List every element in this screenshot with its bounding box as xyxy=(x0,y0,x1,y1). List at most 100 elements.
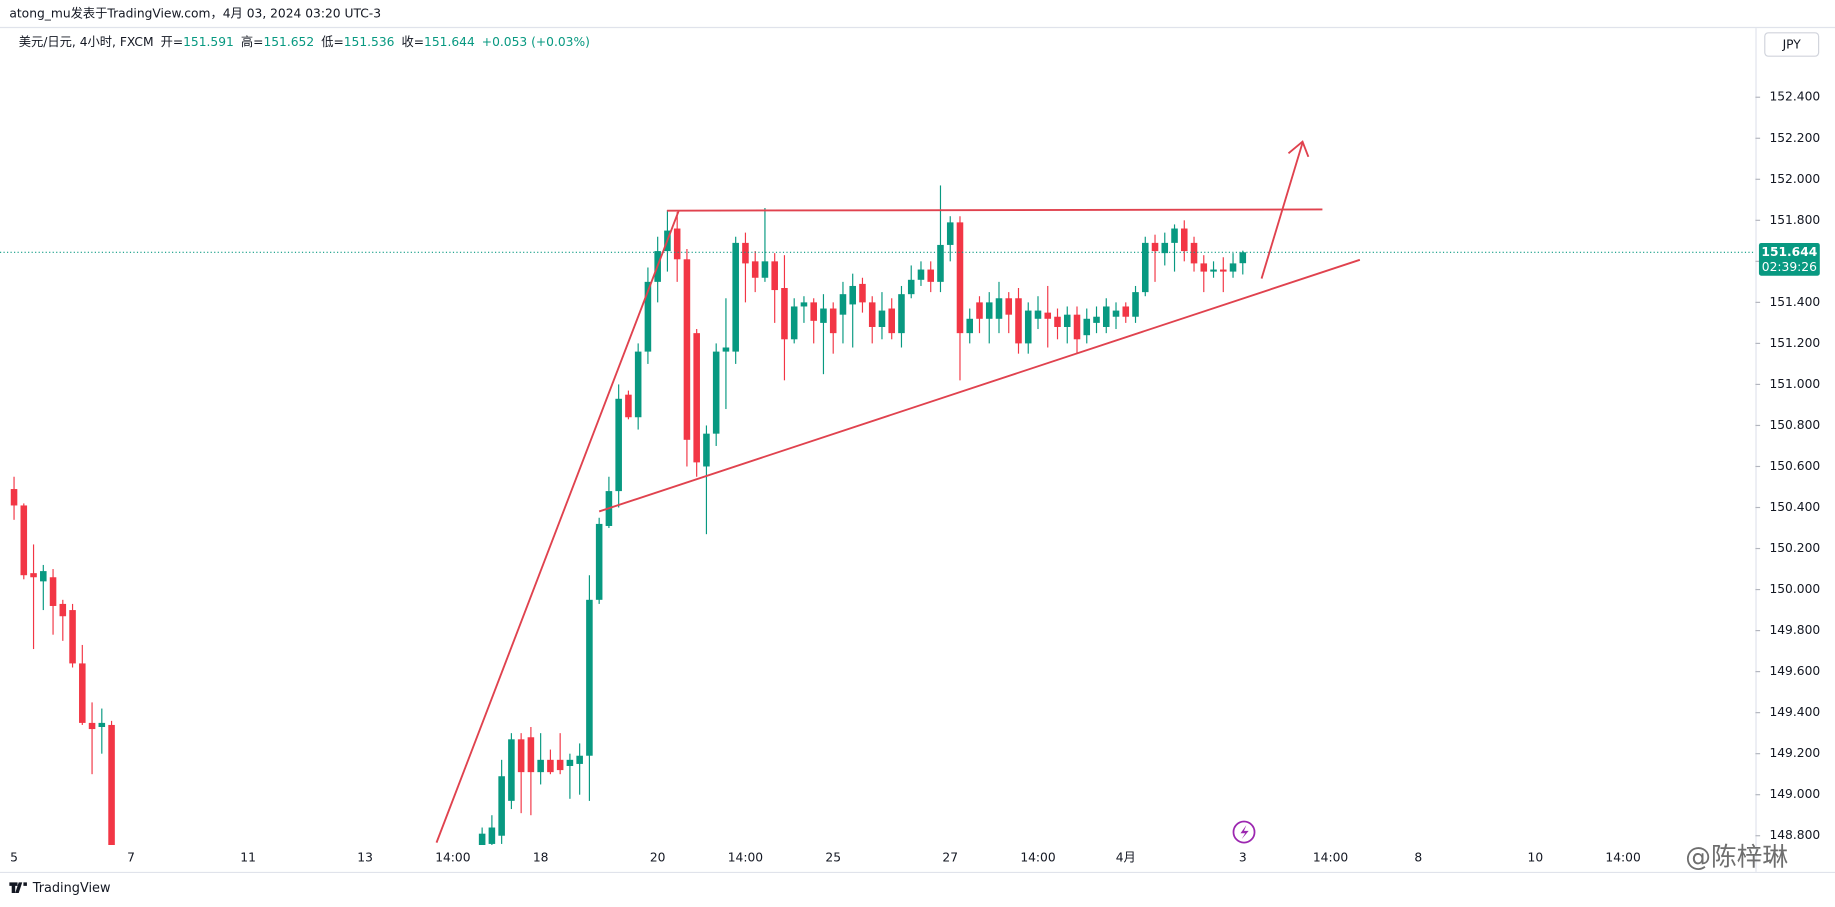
candle-body xyxy=(517,739,525,773)
candle-body xyxy=(898,294,905,334)
support-line xyxy=(598,258,1361,513)
candle-body xyxy=(1239,252,1247,264)
candle-body xyxy=(946,222,954,245)
candle-body xyxy=(917,269,925,280)
candle-body xyxy=(732,242,739,352)
y-tick-label: 150.600 xyxy=(1769,459,1820,473)
replay-icon[interactable] xyxy=(1232,820,1256,844)
y-tick-label: 150.000 xyxy=(1769,582,1820,596)
candle-body xyxy=(49,577,57,606)
x-tick-label: 7 xyxy=(127,850,135,864)
candle-body xyxy=(927,269,935,282)
candle-body xyxy=(1190,242,1198,264)
candle-body xyxy=(595,523,603,600)
legend-label: 开= xyxy=(161,35,184,49)
candle-body xyxy=(1034,310,1042,319)
candle-body xyxy=(995,298,1003,319)
candle-body xyxy=(488,827,496,844)
x-tick-label: 14:00 xyxy=(1605,850,1640,864)
x-tick-label: 27 xyxy=(942,850,958,864)
y-tick-label: 149.800 xyxy=(1769,623,1820,637)
candle-body xyxy=(1122,306,1130,317)
candle-body xyxy=(976,302,983,319)
byline: atong_mu发表于TradingView.com，4月 03, 2024 0… xyxy=(9,6,381,21)
legend-value: 151.652 xyxy=(263,35,314,49)
countdown: 02:39:26 xyxy=(1762,260,1817,274)
candle-body xyxy=(790,306,798,340)
candle-body xyxy=(888,308,895,334)
x-tick-label: 25 xyxy=(825,850,841,864)
y-tick-label: 151.200 xyxy=(1769,336,1820,350)
drawings xyxy=(435,140,1361,843)
y-tick-label: 152.000 xyxy=(1769,172,1820,186)
legend-change: +0.053 (+0.03%) xyxy=(482,35,590,49)
candle-body xyxy=(586,599,593,756)
candle-body xyxy=(1161,242,1169,254)
x-tick-label: 18 xyxy=(533,850,549,864)
candle-body xyxy=(615,398,622,492)
candle-body xyxy=(108,724,115,845)
candle-body xyxy=(829,308,837,334)
candle-body xyxy=(1220,269,1227,272)
candle-body xyxy=(1229,263,1237,272)
candle-body xyxy=(693,333,700,463)
candle-body xyxy=(985,302,993,319)
candle-body xyxy=(498,776,505,836)
candle-body xyxy=(98,722,106,728)
candle-body xyxy=(547,759,554,773)
x-tick-label: 4月 xyxy=(1116,850,1136,864)
candle-body xyxy=(625,394,632,418)
candle-body xyxy=(1132,292,1139,317)
candle-body xyxy=(907,279,915,295)
brand: TradingView xyxy=(32,881,111,896)
candle-body xyxy=(478,833,486,845)
candle-body xyxy=(527,737,535,773)
candle-body xyxy=(849,285,856,305)
y-tick-label: 149.400 xyxy=(1769,705,1820,719)
x-tick-label: 13 xyxy=(357,850,373,864)
x-tick-label: 14:00 xyxy=(1020,850,1055,864)
legend-value: 151.536 xyxy=(344,35,395,49)
candle-body xyxy=(1102,306,1110,327)
candle-body xyxy=(10,489,18,506)
candle-body xyxy=(761,261,769,278)
candle-body xyxy=(937,244,944,282)
candle-body xyxy=(859,283,866,303)
y-tick-label: 151.000 xyxy=(1769,377,1820,391)
candle-body xyxy=(1093,316,1100,323)
candle-body xyxy=(751,261,759,278)
candle-body xyxy=(839,294,847,315)
candle-body xyxy=(800,302,808,307)
breakout-arrow xyxy=(1260,142,1304,279)
candle-body xyxy=(1112,310,1120,317)
x-tick-label: 14:00 xyxy=(1313,850,1348,864)
x-tick-label: 5 xyxy=(10,850,18,864)
candle-body xyxy=(878,310,886,327)
currency-label[interactable]: JPY xyxy=(1782,38,1802,52)
last-price-box xyxy=(1758,242,1820,276)
candle-body xyxy=(1054,316,1061,327)
candle-body xyxy=(1024,310,1032,344)
candle-body xyxy=(537,759,544,773)
legend-label: 低= xyxy=(321,35,344,49)
candle-body xyxy=(781,288,788,340)
ohlc-legend: 美元/日元, 4小时, FXCM 开=151.591 高=151.652 低=151.… xyxy=(19,34,590,49)
candle-body xyxy=(956,222,964,334)
candle-body xyxy=(1005,298,1013,315)
y-tick-label: 149.600 xyxy=(1769,664,1820,678)
candle-body xyxy=(1141,242,1149,293)
candle-body xyxy=(771,261,778,291)
candle-body xyxy=(1181,228,1188,252)
currency-button[interactable] xyxy=(1764,32,1820,57)
candle-body xyxy=(1171,228,1178,243)
candle-body xyxy=(1151,242,1159,252)
resistance-line xyxy=(667,208,1323,212)
candle-body xyxy=(634,351,642,418)
candle-body xyxy=(566,759,574,766)
candle-body xyxy=(1073,314,1081,340)
candle-body xyxy=(1200,263,1208,272)
candle-body xyxy=(722,347,730,352)
trend-line xyxy=(435,210,680,843)
